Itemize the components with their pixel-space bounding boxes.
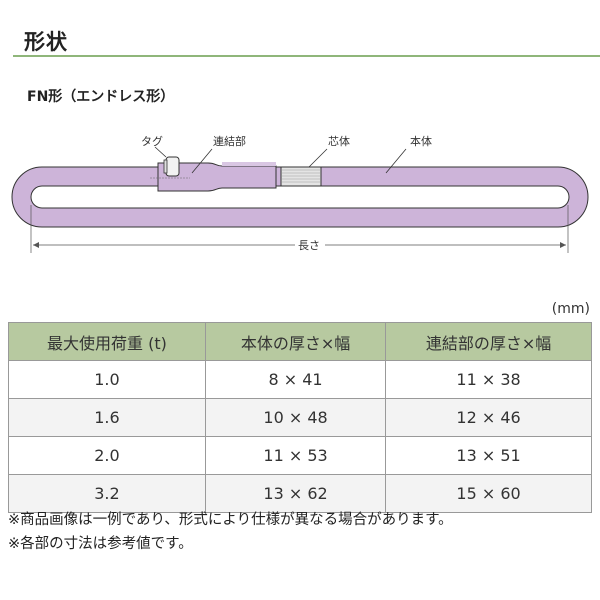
table-row: 1.0 8 × 41 11 × 38 [8, 360, 592, 399]
header-body-size: 本体の厚さ×幅 [204, 322, 387, 361]
spec-table: 最大使用荷重 (t) 本体の厚さ×幅 連結部の厚さ×幅 1.0 8 × 41 1… [8, 322, 592, 513]
unit-label: (mm) [551, 301, 590, 317]
table-header-row: 最大使用荷重 (t) 本体の厚さ×幅 連結部の厚さ×幅 [8, 322, 592, 361]
label-core: 芯体 [328, 134, 350, 148]
note-item: ※商品画像は一例であり、形式により仕様が異なる場合があります。 [8, 512, 453, 528]
sling-diagram: タグ 連結部 芯体 本体 長さ [11, 134, 589, 253]
label-length: 長さ [298, 239, 320, 252]
table-row: 3.2 13 × 62 15 × 60 [8, 474, 592, 513]
cell-body-size: 11 × 53 [204, 436, 387, 475]
title-divider [13, 55, 600, 57]
label-tag: タグ [141, 134, 163, 148]
note-item: ※各部の寸法は参考値です。 [8, 536, 193, 552]
page-title: 形状 [24, 30, 68, 54]
connector-shade [222, 162, 276, 166]
core-part [280, 166, 322, 187]
connector-part [157, 162, 277, 192]
sling-body [11, 166, 589, 228]
cell-max-load: 1.6 [8, 398, 206, 437]
table-row: 2.0 11 × 53 13 × 51 [8, 436, 592, 475]
cell-connector-size: 13 × 51 [385, 436, 592, 475]
cell-connector-size: 12 × 46 [385, 398, 592, 437]
cell-body-size: 13 × 62 [204, 474, 387, 513]
cell-max-load: 2.0 [8, 436, 206, 475]
notes: ※商品画像は一例であり、形式により仕様が異なる場合があります。 ※各部の寸法は参… [8, 508, 453, 556]
cell-body-size: 10 × 48 [204, 398, 387, 437]
tag-part [165, 156, 180, 177]
table-row: 1.6 10 × 48 12 × 46 [8, 398, 592, 437]
cell-max-load: 3.2 [8, 474, 206, 513]
header-max-load: 最大使用荷重 (t) [8, 322, 206, 361]
header-connector-size: 連結部の厚さ×幅 [385, 322, 592, 361]
label-connector: 連結部 [213, 134, 246, 148]
section-subtitle: FN形（エンドレス形） [27, 89, 175, 105]
cell-connector-size: 15 × 60 [385, 474, 592, 513]
cell-max-load: 1.0 [8, 360, 206, 399]
cell-connector-size: 11 × 38 [385, 360, 592, 399]
label-body: 本体 [410, 134, 432, 148]
cell-body-size: 8 × 41 [204, 360, 387, 399]
